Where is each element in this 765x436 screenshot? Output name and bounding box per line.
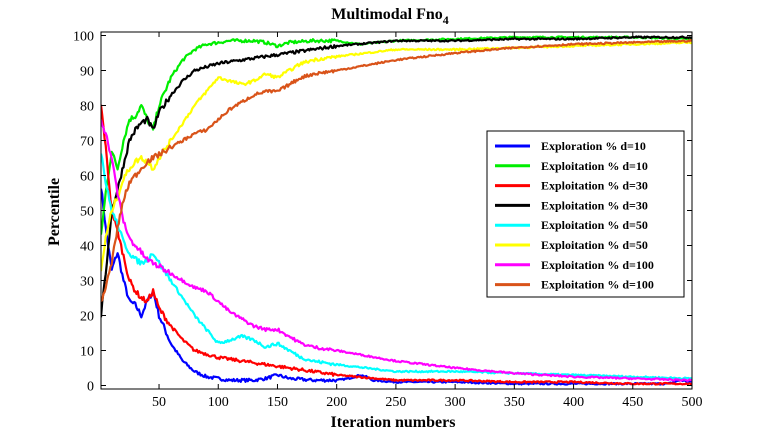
- series-line-3: [101, 35, 692, 318]
- y-tick-label: 20: [80, 310, 94, 325]
- x-axis-label: Iteration numbers: [331, 414, 456, 431]
- legend-box: [486, 130, 685, 298]
- y-tick-label: 60: [80, 170, 94, 185]
- x-tick-label: 200: [326, 395, 347, 410]
- x-tick-label: 400: [563, 395, 584, 410]
- x-tick-label: 250: [385, 395, 406, 410]
- x-tick-label: 150: [267, 395, 288, 410]
- y-tick-label: 0: [87, 380, 94, 395]
- series-line-5: [101, 41, 692, 272]
- legend-label-0: Exploration % d=10: [541, 139, 646, 153]
- chart-title-subscript: 4: [443, 13, 449, 27]
- x-tick-label: 100: [208, 395, 229, 410]
- y-tick-label: 40: [80, 240, 94, 255]
- series-line-6: [101, 119, 692, 382]
- chart-title-text: Multimodal Fno: [331, 6, 443, 23]
- y-tick-label: 70: [80, 135, 94, 150]
- legend-label-3: Exploitation % d=30: [541, 198, 648, 212]
- x-tick-label: 350: [504, 395, 525, 410]
- y-tick-label: 100: [73, 30, 94, 45]
- legend-label-5: Exploitation % d=50: [541, 238, 648, 252]
- y-tick-label: 80: [80, 100, 94, 115]
- legend-label-1: Exploitation % d=10: [541, 159, 648, 173]
- y-tick-label: 10: [80, 345, 94, 360]
- y-tick-label: 50: [80, 205, 94, 220]
- x-tick-label: 300: [445, 395, 466, 410]
- legend-label-4: Exploitation % d=50: [541, 218, 648, 232]
- x-tick-label: 50: [152, 395, 166, 410]
- legend-label-6: Exploitation % d=100: [541, 258, 654, 272]
- legend-label-7: Exploitation % d=100: [541, 278, 654, 292]
- y-tick-label: 30: [80, 275, 94, 290]
- series-line-4: [101, 153, 692, 381]
- x-tick-label: 450: [622, 395, 643, 410]
- x-tick-label: 500: [682, 395, 703, 410]
- legend-label-2: Exploitation % d=30: [541, 179, 648, 193]
- series-line-2: [101, 104, 692, 386]
- y-tick-label: 90: [80, 65, 94, 80]
- legend: Exploration % d=10 Exploitation % d=10 Exp…: [486, 130, 685, 298]
- y-axis-label: Percentile: [46, 178, 63, 246]
- chart-title: Multimodal Fno4: [331, 6, 449, 27]
- series-line-7: [101, 38, 692, 303]
